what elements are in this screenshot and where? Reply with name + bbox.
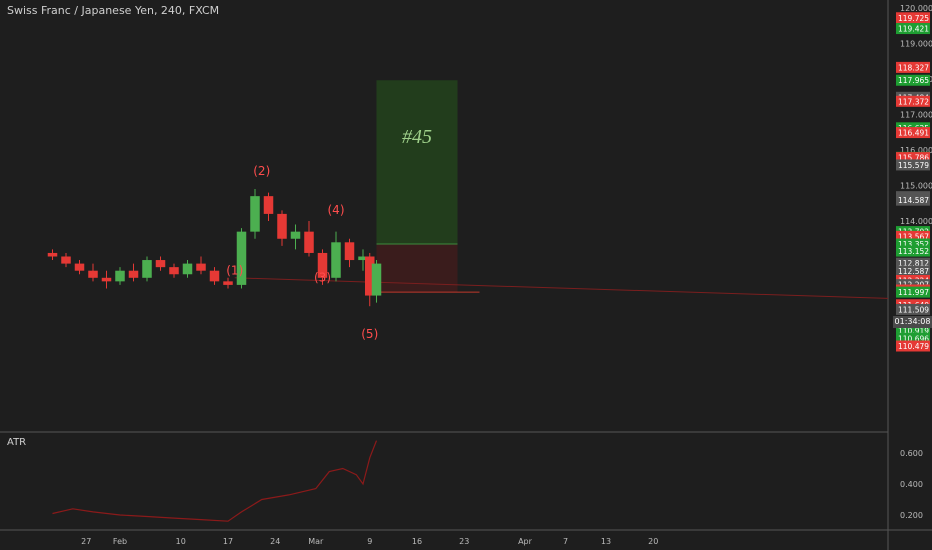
time-tick: 9 bbox=[367, 537, 372, 546]
price-label: 110.479 bbox=[898, 342, 929, 351]
trend-line bbox=[234, 277, 889, 299]
price-label-bg bbox=[896, 95, 930, 107]
time-tick: 10 bbox=[176, 537, 186, 546]
candle-body bbox=[61, 256, 71, 264]
price-label: 110.919 bbox=[898, 326, 929, 335]
atr-title: ATR bbox=[7, 437, 27, 448]
price-label: 115.786 bbox=[898, 154, 929, 163]
wave-label: (4) bbox=[328, 203, 345, 217]
price-label: 119.421 bbox=[898, 25, 929, 34]
time-tick: 24 bbox=[270, 537, 280, 546]
time-tick: 16 bbox=[412, 537, 422, 546]
candle-body bbox=[155, 260, 166, 268]
candle-body bbox=[47, 252, 58, 257]
price-tick: 115.000 bbox=[900, 182, 932, 191]
candle-body bbox=[115, 270, 125, 282]
candle-body bbox=[169, 267, 179, 275]
price-label-bg bbox=[896, 257, 930, 269]
time-tick: 7 bbox=[563, 537, 568, 546]
price-label-bg bbox=[896, 286, 930, 298]
price-label-bg bbox=[896, 194, 930, 206]
price-label: 119.725 bbox=[898, 14, 929, 23]
price-label-bg bbox=[896, 230, 930, 242]
price-label: 111.509 bbox=[898, 305, 929, 314]
candle-body bbox=[74, 263, 85, 271]
price-label-bg bbox=[896, 238, 930, 250]
price-label-bg bbox=[896, 332, 930, 344]
price-label-bg bbox=[896, 340, 930, 352]
profit-zone bbox=[376, 80, 458, 245]
time-tick: Feb bbox=[113, 537, 127, 546]
price-tick: 114.000 bbox=[900, 217, 932, 226]
price-label-bg bbox=[896, 152, 930, 164]
atr-tick: 0.200 bbox=[900, 511, 923, 520]
atr-tick: 0.400 bbox=[900, 480, 923, 489]
chart-title: Swiss Franc / Japanese Yen, 240, FXCM bbox=[7, 4, 220, 17]
wave-label: (3) bbox=[314, 270, 331, 284]
price-label-bg bbox=[896, 265, 930, 277]
candle-body bbox=[128, 270, 139, 278]
candle-body bbox=[263, 196, 274, 214]
candle-body bbox=[182, 263, 193, 275]
price-label-bg bbox=[896, 303, 930, 315]
candle-body bbox=[290, 231, 301, 239]
candle-body bbox=[142, 260, 152, 278]
candle-body bbox=[365, 256, 375, 296]
candle-body bbox=[371, 263, 382, 296]
price-label: 117.965 bbox=[898, 76, 929, 85]
price-label: 110.696 bbox=[898, 334, 929, 343]
atr-line bbox=[52, 440, 378, 522]
price-label: 116.491 bbox=[898, 129, 929, 138]
candle-body bbox=[196, 263, 206, 271]
price-label-bg bbox=[896, 159, 930, 171]
candle-body bbox=[236, 231, 247, 285]
bar-countdown: 01:34:08 bbox=[893, 316, 932, 328]
price-label: 113.352 bbox=[898, 240, 929, 249]
price-label: 118.327 bbox=[898, 63, 929, 72]
price-label: 117.372 bbox=[898, 97, 929, 106]
time-tick: 17 bbox=[223, 537, 233, 546]
candle-body bbox=[331, 242, 341, 278]
price-label-bg bbox=[896, 74, 930, 86]
price-label: 113.567 bbox=[898, 232, 929, 241]
time-tick: 20 bbox=[648, 537, 658, 546]
candle-body bbox=[250, 196, 260, 232]
price-label-bg bbox=[896, 245, 930, 257]
price-label-bg bbox=[896, 23, 930, 35]
wave-label: (2) bbox=[253, 164, 270, 178]
price-label: 115.579 bbox=[898, 161, 929, 170]
price-label-bg bbox=[896, 127, 930, 139]
price-tick: 117.000 bbox=[900, 111, 932, 120]
time-tick: Mar bbox=[308, 537, 324, 546]
candle-body bbox=[277, 213, 287, 239]
price-tick: 119.000 bbox=[900, 40, 932, 49]
candle-body bbox=[88, 270, 98, 278]
price-label: 114.587 bbox=[898, 196, 929, 205]
price-tick: 116.000 bbox=[900, 146, 932, 155]
candle-body bbox=[223, 281, 233, 285]
wave-label: (5) bbox=[361, 327, 378, 341]
wave-label: (1) bbox=[226, 263, 243, 277]
trade-id-label: #45 bbox=[402, 126, 432, 148]
candle-body bbox=[101, 277, 112, 282]
time-tick: 13 bbox=[601, 537, 611, 546]
price-label: 111.997 bbox=[898, 288, 929, 297]
candle-body bbox=[344, 242, 355, 261]
candle-body bbox=[317, 252, 328, 278]
candle-body bbox=[304, 231, 314, 253]
candle-body bbox=[358, 256, 368, 261]
price-label-bg bbox=[896, 61, 930, 73]
price-label: 112.587 bbox=[898, 267, 929, 276]
atr-tick: 0.600 bbox=[900, 449, 923, 458]
candle-body bbox=[209, 270, 220, 282]
time-tick: 23 bbox=[459, 537, 469, 546]
price-tick: 120.000 bbox=[900, 4, 932, 13]
price-label-bg bbox=[896, 324, 930, 336]
price-label: 112.812 bbox=[898, 259, 929, 268]
price-label: 113.152 bbox=[898, 247, 929, 256]
time-tick: 27 bbox=[81, 537, 91, 546]
time-tick: Apr bbox=[518, 537, 533, 546]
price-label-bg bbox=[896, 12, 930, 24]
